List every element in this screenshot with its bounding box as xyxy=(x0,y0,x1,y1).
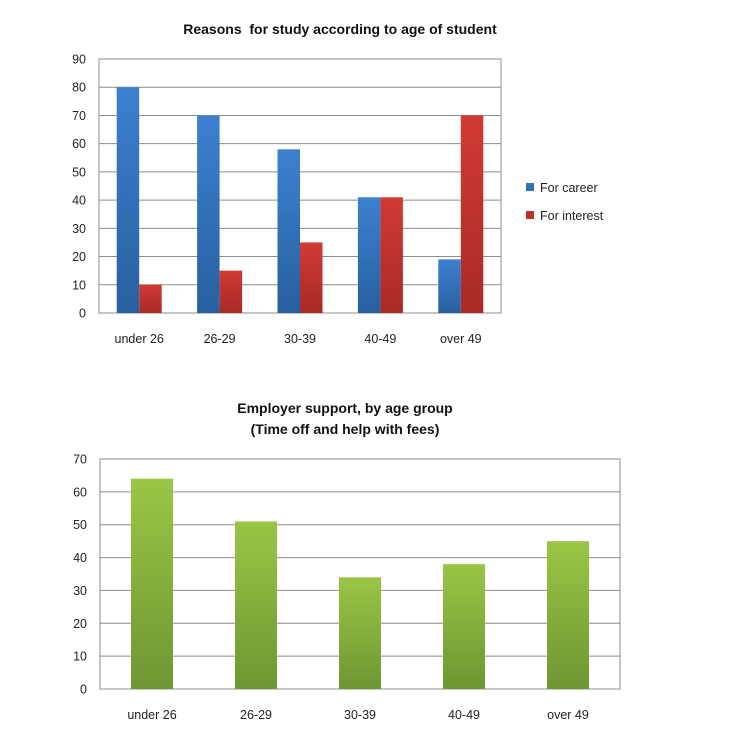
y-tick-label: 40 xyxy=(73,551,87,565)
y-tick-label: 30 xyxy=(73,584,87,598)
x-tick-label: 40-49 xyxy=(364,332,396,346)
y-tick-label: 20 xyxy=(72,250,86,264)
y-tick-label: 70 xyxy=(73,453,87,467)
y-tick-label: 80 xyxy=(72,81,86,95)
bar xyxy=(300,242,323,313)
x-tick-label: over 49 xyxy=(440,332,482,346)
bar xyxy=(357,197,381,313)
x-tick-label: 26-29 xyxy=(204,332,236,346)
bar xyxy=(438,259,461,313)
bar xyxy=(116,87,140,313)
bar xyxy=(139,284,162,313)
x-tick-label: 40-49 xyxy=(448,708,480,722)
y-tick-label: 70 xyxy=(72,109,86,123)
y-tick-label: 60 xyxy=(72,137,86,151)
bar xyxy=(547,541,589,689)
bar xyxy=(219,270,243,313)
y-tick-label: 20 xyxy=(73,617,87,631)
x-tick-label: under 26 xyxy=(127,708,176,722)
x-tick-label: 30-39 xyxy=(284,332,316,346)
x-tick-label: 30-39 xyxy=(344,708,376,722)
y-tick-label: 0 xyxy=(79,307,86,321)
y-tick-label: 0 xyxy=(80,683,87,697)
bar xyxy=(339,577,381,689)
reasons-chart: Reasons for study according to age of st… xyxy=(72,21,604,346)
y-tick-label: 90 xyxy=(72,53,86,67)
y-tick-label: 30 xyxy=(72,222,86,236)
x-tick-label: over 49 xyxy=(547,708,589,722)
legend-swatch xyxy=(526,211,534,219)
bar xyxy=(131,478,173,689)
bar xyxy=(235,521,277,689)
chart-title: Employer support, by age group xyxy=(237,400,452,416)
y-tick-label: 40 xyxy=(72,194,86,208)
bar xyxy=(443,564,485,689)
bar xyxy=(277,149,300,313)
bar xyxy=(197,115,220,313)
legend-label: For interest xyxy=(540,209,604,223)
x-tick-label: under 26 xyxy=(115,332,164,346)
legend-swatch xyxy=(526,183,534,191)
y-tick-label: 60 xyxy=(73,485,87,499)
y-tick-label: 10 xyxy=(73,650,87,664)
chart-subtitle: (Time off and help with fees) xyxy=(251,421,440,437)
employer-support-chart: Employer support, by age group (Time off… xyxy=(73,400,621,722)
bar xyxy=(380,197,403,313)
chart-title: Reasons for study according to age of st… xyxy=(183,21,497,37)
y-tick-label: 10 xyxy=(72,278,86,292)
bar xyxy=(460,115,484,313)
x-tick-label: 26-29 xyxy=(240,708,272,722)
y-tick-label: 50 xyxy=(73,518,87,532)
legend-label: For career xyxy=(540,181,598,195)
y-tick-label: 50 xyxy=(72,165,86,179)
